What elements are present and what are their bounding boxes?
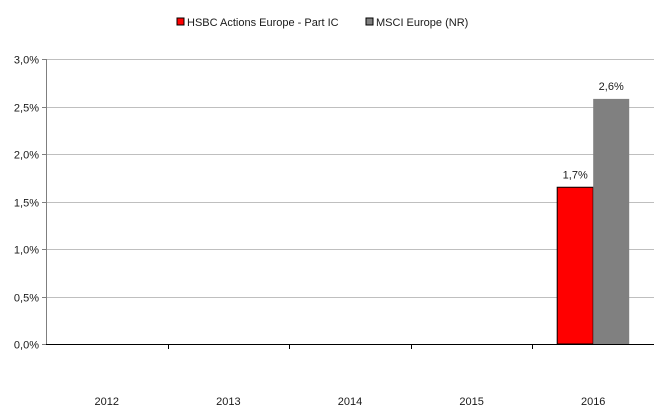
data-label: 2,6% bbox=[599, 81, 624, 93]
y-tick-label: 1,5% bbox=[14, 198, 39, 210]
y-axis-ticks: 0,0% 0,5% 1,0% 1,5% 2,0% 2,5% 3,0% bbox=[14, 55, 46, 352]
y-tick-label: 0,0% bbox=[14, 340, 39, 352]
y-tick-label: 1,0% bbox=[14, 245, 39, 257]
data-labels: 1,7% 2,6% bbox=[563, 81, 624, 181]
legend-swatch bbox=[176, 17, 185, 26]
bar-2016-series-1 bbox=[593, 98, 630, 345]
bars bbox=[556, 98, 630, 345]
y-tick-label: 2,5% bbox=[14, 103, 39, 115]
legend-swatch bbox=[365, 17, 374, 26]
bar-2016-series-0 bbox=[556, 186, 594, 345]
legend-label: MSCI Europe (NR) bbox=[376, 17, 468, 29]
gridlines bbox=[46, 59, 654, 298]
y-tick-label: 2,0% bbox=[14, 150, 39, 162]
x-category-label: 2014 bbox=[338, 396, 362, 406]
x-category-label: 2015 bbox=[459, 396, 483, 406]
legend: HSBC Actions Europe - Part IC MSCI Europe… bbox=[176, 17, 468, 29]
x-axis-categories: 2012 2013 2014 2015 2016 bbox=[95, 396, 606, 406]
legend-label: HSBC Actions Europe - Part IC bbox=[187, 17, 339, 29]
x-category-label: 2012 bbox=[95, 396, 119, 406]
data-label: 1,7% bbox=[563, 169, 588, 181]
axes bbox=[46, 59, 654, 349]
x-category-label: 2016 bbox=[581, 396, 605, 406]
y-tick-label: 0,5% bbox=[14, 293, 39, 305]
x-category-label: 2013 bbox=[216, 396, 240, 406]
y-tick-label: 3,0% bbox=[14, 55, 39, 67]
